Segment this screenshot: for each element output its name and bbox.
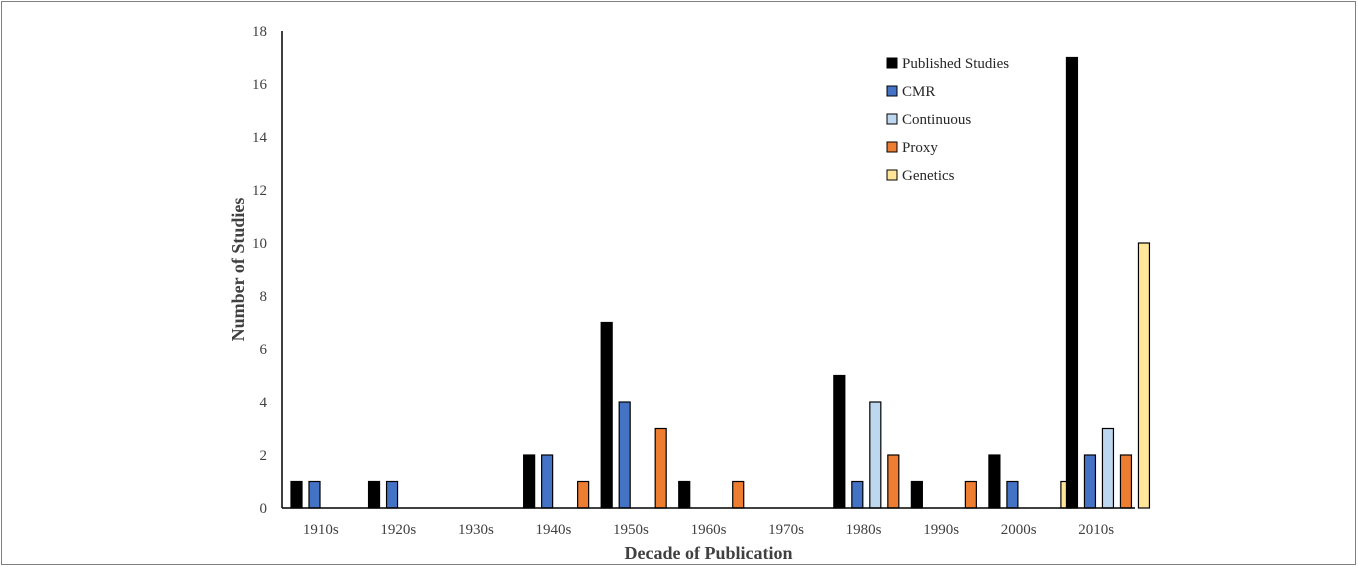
y-tick-label: 8: [260, 289, 268, 305]
x-tick-label: 1990s: [923, 522, 959, 538]
y-tick-label: 6: [260, 342, 268, 358]
bar-continuous-2010s: [1101, 427, 1115, 509]
x-tick-label: 1960s: [691, 522, 727, 538]
bar-proxy-1980s: [887, 454, 900, 509]
bar-genetics-2010s: [1137, 242, 1151, 509]
legend-swatch: [886, 57, 898, 69]
legend-label: Continuous: [902, 112, 971, 128]
bar-proxy-1990s: [964, 480, 977, 509]
bar-published-studies-2000s: [988, 454, 1001, 509]
x-tick-label: 1950s: [613, 522, 649, 538]
legend-swatch: [886, 169, 898, 181]
bar-continuous-1980s: [869, 401, 882, 509]
x-axis-ticks: 1910s 1920s 1930s 1940s 1950s 1960s 1970s 1980s…: [303, 522, 1114, 538]
bar-published-studies-1980s: [833, 374, 846, 509]
legend-label: Published Studies: [902, 56, 1009, 72]
y-tick-label: 4: [260, 395, 268, 411]
y-tick-label: 16: [252, 77, 268, 93]
bar-published-studies-1940s: [523, 454, 536, 509]
bar-published-studies-2010s: [1065, 56, 1079, 509]
y-tick-label: 0: [260, 501, 268, 517]
bar-cmr-1940s: [541, 454, 554, 509]
bar-published-studies-1910s: [290, 480, 303, 509]
legend-label: CMR: [902, 84, 935, 100]
x-tick-label: 1970s: [768, 522, 804, 538]
bar-cmr-1980s: [851, 480, 864, 509]
bar-published-studies-1960s: [678, 480, 691, 509]
bar-proxy-2010s: [1119, 454, 1133, 509]
legend-label: Proxy: [902, 140, 938, 156]
bar-proxy-1940s: [577, 480, 590, 509]
x-tick-label: 2000s: [1001, 522, 1037, 538]
y-tick-label: 2: [260, 448, 268, 464]
y-tick-label: 10: [252, 236, 267, 252]
bar-cmr-1920s: [385, 480, 399, 509]
legend-swatch: [886, 85, 898, 97]
legend: Published Studies CMR Continuous Proxy Genet…: [886, 56, 1009, 184]
bars: [290, 56, 1151, 509]
bar-published-studies-1920s: [367, 480, 381, 509]
x-tick-label: 1980s: [846, 522, 882, 538]
bar-cmr-2010s: [1083, 454, 1097, 509]
bar-published-studies-1990s: [910, 480, 923, 509]
y-axis-title: Number of Studies: [228, 198, 248, 342]
y-tick-label: 12: [252, 183, 267, 199]
x-tick-label: 1940s: [535, 522, 571, 538]
x-tick-label: 1920s: [380, 522, 416, 538]
bar-proxy-1950s: [654, 427, 667, 509]
x-tick-label: 2010s: [1078, 522, 1114, 538]
bar-cmr-1950s: [618, 401, 631, 509]
y-tick-label: 18: [252, 24, 267, 40]
bar-cmr-1910s: [308, 480, 321, 509]
x-axis-title: Decade of Publication: [625, 543, 793, 563]
y-tick-label: 14: [252, 130, 268, 146]
bar-proxy-1960s: [732, 480, 745, 509]
x-tick-label: 1930s: [458, 522, 494, 538]
bar-cmr-2000s: [1006, 480, 1019, 509]
legend-label: Genetics: [902, 168, 955, 184]
legend-swatch: [886, 113, 898, 125]
x-tick-label: 1910s: [303, 522, 339, 538]
bar-published-studies-1950s: [600, 321, 613, 509]
legend-swatch: [886, 141, 898, 153]
y-axis-ticks: 0 2 4 6 8 10 12 14 16 18: [252, 24, 268, 517]
